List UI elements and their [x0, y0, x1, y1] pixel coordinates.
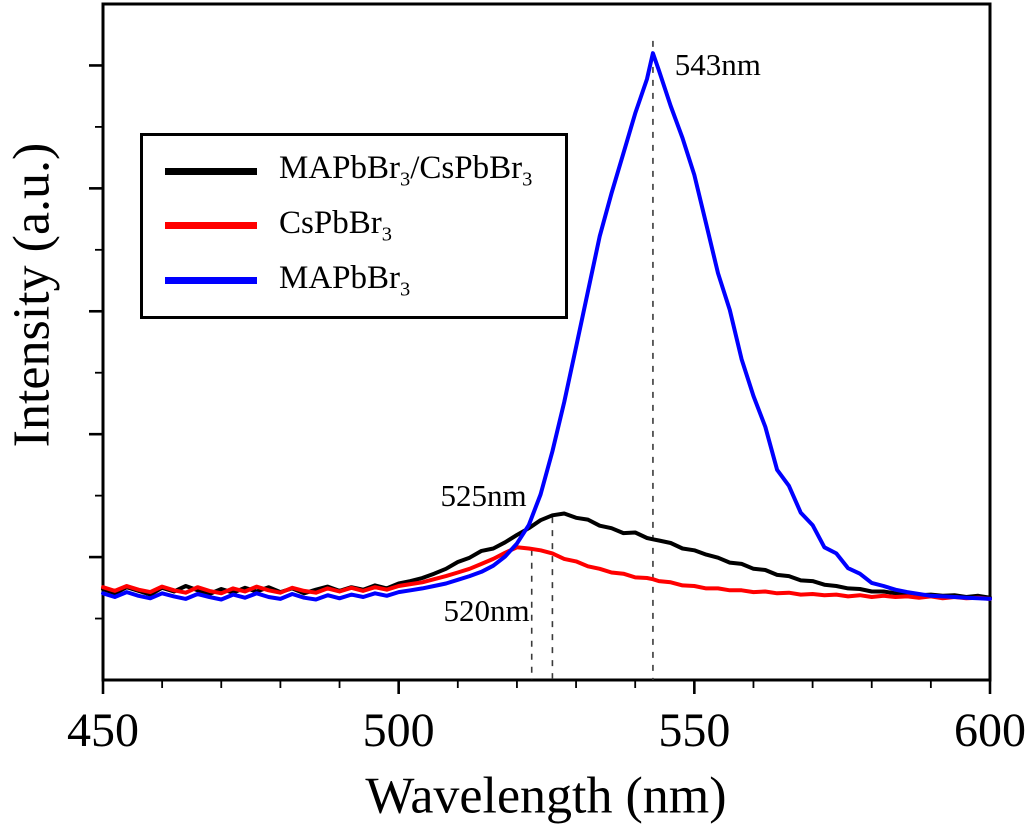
legend-label: MAPbBr3	[279, 259, 411, 301]
series-line-mapbbr3-cspbbr3	[101, 511, 992, 600]
legend-item: MAPbBr3	[165, 259, 555, 301]
x-tick-label: 550	[658, 704, 730, 757]
legend-item: MAPbBr3/CsPbBr3	[165, 152, 555, 190]
x-tick-label: 500	[363, 704, 435, 757]
legend-label: MAPbBr3/CsPbBr3	[279, 150, 533, 191]
x-tick-label: 450	[67, 704, 139, 757]
legend-line-swatch	[165, 277, 257, 285]
legend: MAPbBr3/CsPbBr3 CsPbBr3 MAPbBr3	[140, 133, 568, 319]
peak-annotation: 543nm	[674, 47, 761, 83]
legend-line-swatch	[165, 222, 257, 230]
series-line-cspbbr3	[101, 545, 992, 601]
x-axis-title: Wavelength (nm)	[365, 767, 727, 825]
y-axis-title: Intensity (a.u.)	[3, 142, 61, 448]
legend-line-swatch	[165, 167, 257, 175]
legend-item: CsPbBr3	[165, 204, 555, 246]
peak-annotation: 525nm	[440, 477, 527, 513]
x-tick-label: 600	[954, 704, 1026, 757]
peak-annotation: 520nm	[443, 593, 530, 629]
legend-label: CsPbBr3	[279, 204, 392, 246]
series-line-mapbbr3	[101, 51, 992, 602]
plot-frame	[101, 2, 992, 682]
